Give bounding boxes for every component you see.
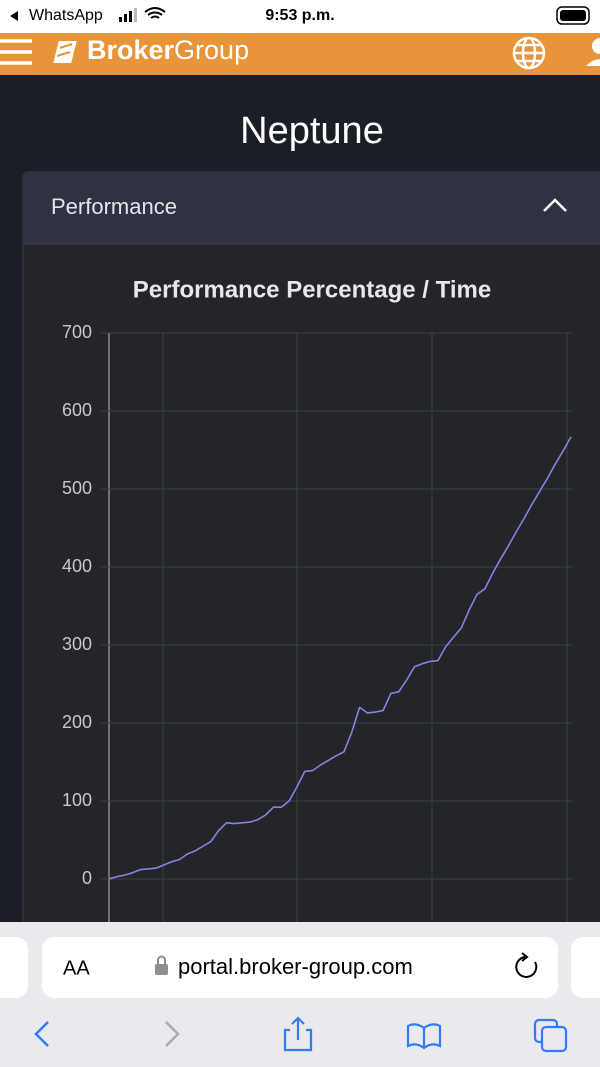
address-bar[interactable]	[42, 937, 558, 998]
forward-button	[165, 1021, 180, 1047]
y-tick-label: 100	[62, 790, 92, 810]
y-tick-label: 700	[62, 322, 92, 342]
url[interactable]: portal.broker-group.com	[178, 954, 413, 979]
y-tick-label: 300	[62, 634, 92, 654]
battery-icon	[556, 6, 590, 25]
back-arrow-icon	[10, 11, 18, 21]
next-tab[interactable]	[571, 937, 600, 998]
chart-title: Performance Percentage / Time	[133, 276, 491, 303]
back-button[interactable]	[34, 1021, 49, 1047]
user-button[interactable]	[586, 38, 600, 66]
chart: Performance Percentage / Time 0 100 200 300…	[62, 276, 573, 925]
panel	[22, 171, 600, 1067]
brand[interactable]: BrokerGroup	[87, 35, 249, 65]
y-tick-label: 200	[62, 712, 92, 732]
y-tick-label: 400	[62, 556, 92, 576]
data-line	[108, 436, 572, 880]
reload-button[interactable]	[515, 952, 538, 978]
tabs-button[interactable]	[533, 1018, 568, 1053]
app-header	[0, 33, 600, 75]
x-grid	[162, 333, 568, 925]
panel-header[interactable]	[24, 173, 600, 244]
menu-button[interactable]	[0, 39, 32, 65]
y-tick-label: 0	[82, 868, 92, 888]
prev-tab[interactable]	[0, 937, 28, 998]
signal-icon	[119, 8, 137, 22]
text-size-button[interactable]: AA	[63, 957, 90, 979]
collapse-chevron[interactable]	[543, 198, 567, 212]
panel-title: Performance	[51, 194, 177, 219]
y-tick-label: 600	[62, 400, 92, 420]
share-button[interactable]	[283, 1016, 313, 1052]
language-button[interactable]	[512, 36, 546, 70]
brand-light: Group	[174, 35, 249, 65]
lock-icon	[155, 955, 168, 975]
page-title: Neptune	[240, 110, 384, 152]
logo-icon	[50, 39, 80, 65]
wifi-icon	[144, 7, 166, 19]
brand-bold: Broker	[87, 35, 175, 65]
clock: 9:53 p.m.	[265, 7, 334, 24]
back-app[interactable]: WhatsApp	[29, 7, 103, 24]
battery-level	[560, 10, 586, 21]
y-tick-label: 500	[62, 478, 92, 498]
bookmarks-button[interactable]	[406, 1023, 442, 1050]
status-bar	[0, 0, 600, 33]
